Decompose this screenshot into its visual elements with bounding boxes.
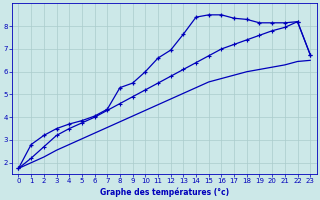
- X-axis label: Graphe des températures (°c): Graphe des températures (°c): [100, 187, 229, 197]
